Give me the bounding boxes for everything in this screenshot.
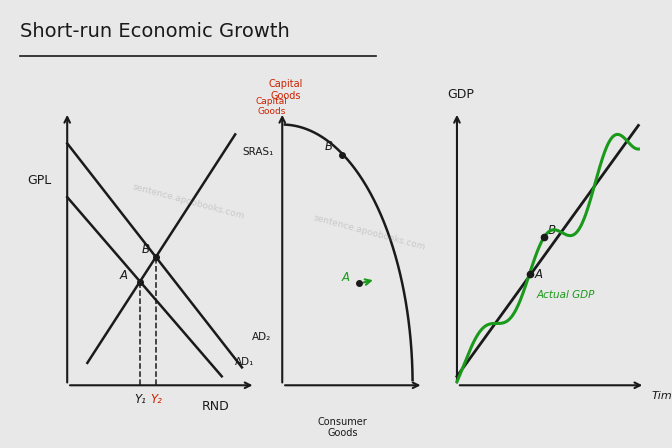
Text: AD₁: AD₁ [235,357,255,367]
Text: Time: Time [652,392,672,401]
Text: B: B [142,242,150,255]
Text: SRAS₁: SRAS₁ [242,147,274,157]
Text: GPL: GPL [27,174,51,187]
Text: Capital
Goods: Capital Goods [268,79,303,101]
Text: sentence.apoobooks.com: sentence.apoobooks.com [131,182,245,221]
Text: Y₂: Y₂ [150,393,162,406]
Text: A: A [119,269,127,282]
Text: Short-run Economic Growth: Short-run Economic Growth [20,22,290,41]
Text: A: A [342,271,350,284]
Text: Capital
Goods: Capital Goods [255,97,287,116]
Text: Y₁: Y₁ [134,393,146,406]
Text: GDP: GDP [447,88,474,101]
Text: sentence.apoobooks.com: sentence.apoobooks.com [312,214,427,252]
Text: A: A [535,268,543,281]
Text: Actual GDP: Actual GDP [536,290,595,300]
Text: Consumer
Goods: Consumer Goods [318,417,368,438]
Text: B: B [325,140,333,153]
Text: B: B [548,224,556,237]
Text: RND: RND [202,400,230,413]
Text: AD₂: AD₂ [252,332,271,342]
